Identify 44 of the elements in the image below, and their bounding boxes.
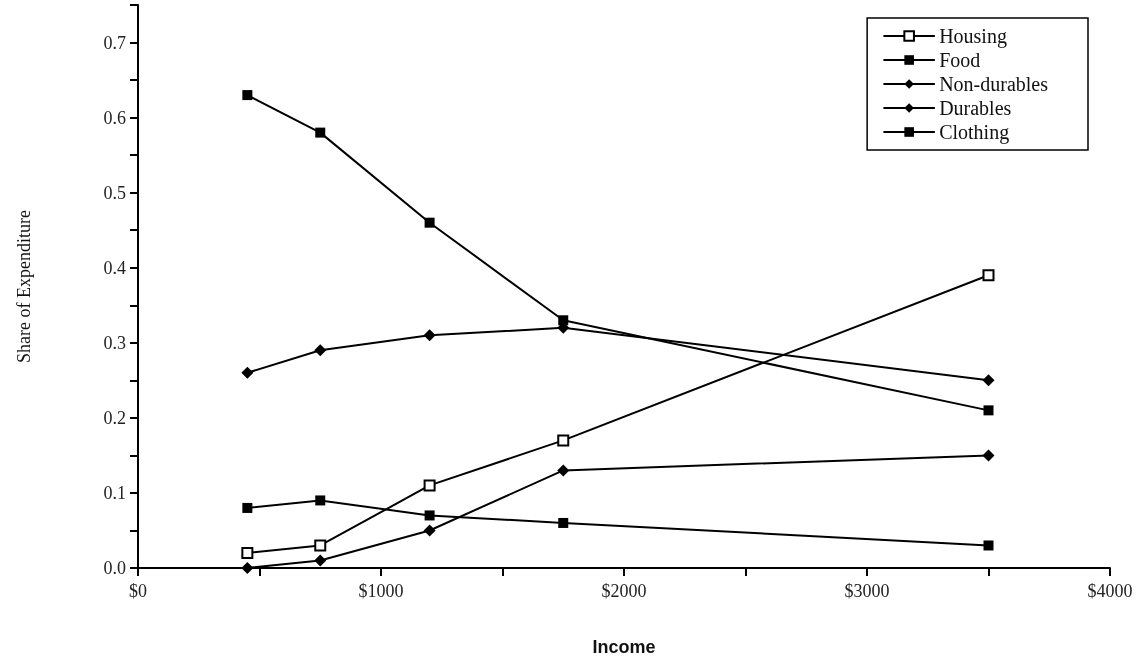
point: [557, 464, 570, 477]
point: [423, 329, 436, 342]
point: [982, 449, 995, 462]
point: [314, 344, 327, 357]
point: [558, 315, 569, 326]
x-tick-label: $3000: [844, 581, 890, 601]
point: [315, 127, 326, 138]
y-tick-label: 0.3: [103, 332, 126, 353]
legend-label: Non-durables: [939, 73, 1049, 95]
legend-label: Clothing: [939, 121, 1010, 144]
legend-label: Durables: [939, 97, 1012, 119]
point: [983, 540, 994, 551]
x-tick-label: $0: [129, 581, 147, 601]
y-axis-title: Share of Expenditure: [14, 210, 34, 363]
point: [557, 434, 570, 447]
x-tick-label: $4000: [1087, 581, 1133, 601]
y-tick-label: 0.4: [103, 257, 126, 278]
point: [241, 366, 254, 379]
point: [314, 554, 327, 567]
point: [983, 405, 994, 416]
legend-label: Housing: [939, 25, 1007, 48]
point: [423, 479, 436, 492]
y-tick-label: 0.1: [103, 482, 126, 503]
y-tick-label: 0.2: [103, 407, 126, 428]
point: [242, 90, 253, 101]
x-axis-title: Income: [592, 637, 656, 657]
point: [315, 495, 326, 506]
x-tick-label: $2000: [601, 581, 647, 601]
point: [982, 269, 995, 282]
y-tick-label: 0.7: [103, 32, 126, 53]
point: [423, 524, 436, 537]
x-tick-label: $1000: [358, 581, 404, 601]
point: [241, 562, 254, 574]
point: [242, 502, 253, 513]
legend-label: Food: [939, 49, 981, 71]
point: [982, 374, 995, 387]
y-tick-label: 0.0: [103, 558, 126, 578]
point: [314, 539, 327, 552]
point: [241, 546, 254, 559]
point: [424, 217, 435, 228]
point: [558, 517, 569, 528]
y-tick-label: 0.5: [103, 182, 126, 203]
y-tick-label: 0.6: [103, 107, 126, 128]
point: [424, 510, 435, 521]
